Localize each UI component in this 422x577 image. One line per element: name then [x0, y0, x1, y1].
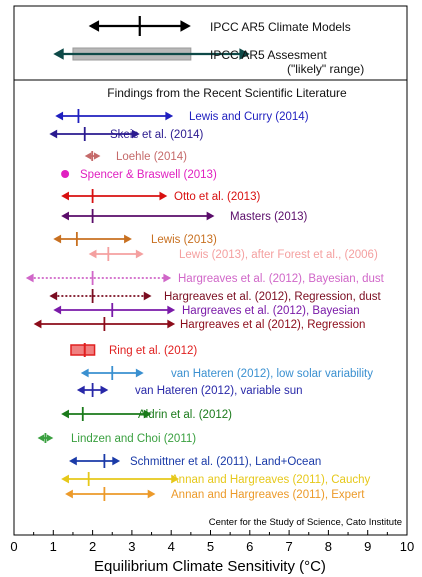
study-2-label: Skeie et al. (2014)	[110, 129, 204, 141]
study-7-low-arrow	[53, 234, 62, 244]
study-11-label: Hargreaves et al. (2012), Bayesian	[182, 305, 360, 317]
study-10-low-arrow	[49, 291, 58, 301]
study-10-high-arrow	[143, 291, 152, 301]
x-tick-label-5: 5	[207, 539, 214, 554]
x-tick-label-10: 10	[400, 539, 414, 554]
x-tick-label-4: 4	[168, 539, 175, 554]
study-19-high-arrow	[171, 474, 180, 484]
study-3-low-arrow	[84, 152, 92, 160]
ipcc-2-high-arrow	[239, 48, 250, 60]
study-3-label: Loehle (2014)	[116, 151, 187, 163]
study-9-label: Hargreaves et al. (2012), Bayesian, dust	[178, 273, 385, 285]
study-6-label: Masters (2013)	[230, 211, 308, 223]
ipcc-ranges: IPCC AR5 Climate Models IPCC AR5 Assesmen…	[53, 16, 364, 76]
study-2-low-arrow	[49, 129, 58, 139]
study-18-high-arrow	[112, 456, 121, 466]
study-9-high-arrow	[163, 273, 172, 283]
study-16-low-arrow	[61, 409, 69, 419]
x-tick-label-1: 1	[50, 539, 57, 554]
study-8-low-arrow	[88, 249, 97, 259]
study-11-low-arrow	[53, 305, 62, 315]
study-16-label: Aldrin et al. (2012)	[138, 409, 232, 421]
study-1-label: Lewis and Curry (2014)	[189, 111, 309, 123]
x-tick-label-9: 9	[364, 539, 371, 554]
study-14-high-arrow	[135, 368, 144, 378]
study-17-label: Lindzen and Choi (2011)	[71, 433, 196, 445]
study-8-label: Lewis (2013), after Forest et al., (2006…	[179, 249, 378, 261]
study-17-high-arrow	[46, 434, 54, 442]
x-tick-label-8: 8	[325, 539, 332, 554]
study-15-low-arrow	[76, 385, 85, 395]
x-tick-label-2: 2	[89, 539, 96, 554]
study-19-low-arrow	[61, 474, 69, 484]
study-18-label: Schmittner et al. (2011), Land+Ocean	[130, 456, 321, 468]
plot-frame	[13, 5, 408, 536]
section-title: Findings from the Recent Scientific Lite…	[107, 86, 347, 100]
study-14-low-arrow	[80, 368, 89, 378]
study-10-label: Hargreaves et al. (2012), Regression, du…	[164, 291, 381, 303]
x-tick-label-0: 0	[10, 539, 17, 554]
study-9-low-arrow	[25, 273, 34, 283]
x-tick-label-6: 6	[246, 539, 253, 554]
study-19-label: Annan and Hargreaves (2011), Cauchy	[171, 474, 370, 486]
study-15-high-arrow	[100, 385, 109, 395]
ipcc-1-label: IPCC AR5 Climate Models	[210, 20, 351, 34]
study-6-low-arrow	[61, 211, 69, 221]
study-20-label: Annan and Hargreaves (2011), Expert	[171, 489, 365, 501]
study-4-point	[61, 170, 70, 178]
ipcc-1-high-arrow	[180, 20, 191, 32]
study-12-label: Hargreaves et al (2012), Regression	[180, 319, 365, 331]
x-tick-label-7: 7	[285, 539, 292, 554]
study-12-high-arrow	[167, 319, 176, 329]
study-3-high-arrow	[93, 152, 101, 160]
study-16-high-arrow	[143, 409, 152, 419]
study-4-label: Spencer & Braswell (2013)	[80, 169, 217, 181]
study-1-low-arrow	[55, 111, 64, 121]
chart-credit: Center for the Study of Science, Cato In…	[209, 517, 402, 528]
ipcc-2-low-arrow	[53, 48, 64, 60]
study-12-low-arrow	[33, 319, 42, 329]
study-7-high-arrow	[124, 234, 132, 244]
study-7-label: Lewis (2013)	[151, 234, 217, 246]
study-2-high-arrow	[131, 129, 140, 139]
study-15-label: van Hateren (2012), variable sun	[135, 385, 303, 397]
ipcc-2-sublabel: ("likely" range)	[287, 62, 364, 76]
study-11-high-arrow	[167, 305, 176, 315]
study-6-high-arrow	[206, 211, 215, 221]
study-13-range-box	[70, 344, 96, 356]
study-ranges: Lewis and Curry (2014) Skeie et al. (2014…	[25, 109, 385, 501]
study-8-high-arrow	[135, 249, 144, 259]
study-17-low-arrow	[37, 434, 45, 442]
x-axis-label: Equilibrium Climate Sensitivity (°C)	[94, 558, 326, 575]
x-tick-label-3: 3	[128, 539, 135, 554]
study-5-label: Otto et al. (2013)	[174, 191, 260, 203]
study-5-high-arrow	[159, 191, 168, 201]
ipcc-1-low-arrow	[88, 20, 100, 32]
study-20-low-arrow	[65, 489, 73, 499]
study-13-label: Ring et al. (2012)	[109, 345, 197, 357]
study-5-low-arrow	[61, 191, 69, 201]
study-18-low-arrow	[69, 456, 77, 466]
study-1-high-arrow	[165, 111, 174, 121]
x-axis: 0 1 2 3 4 5 6 7 8 9 10	[10, 530, 414, 554]
study-20-high-arrow	[147, 489, 156, 499]
ipcc-2-label: IPCC AR5 Assesment	[210, 48, 327, 62]
study-14-label: van Hateren (2012), low solar variabilit…	[171, 368, 373, 380]
